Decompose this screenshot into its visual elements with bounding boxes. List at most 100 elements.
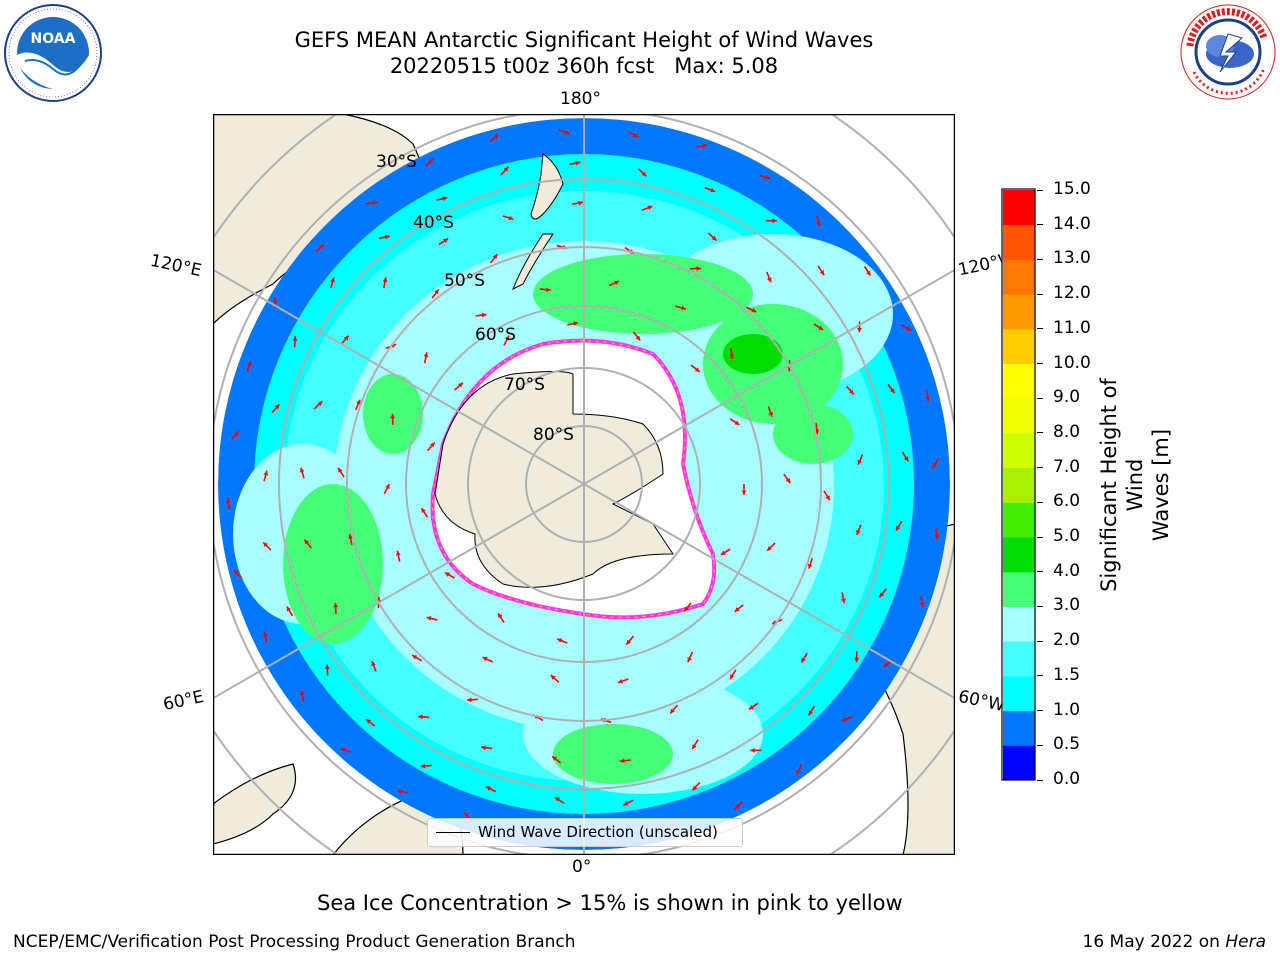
wind-wave-arrowhead xyxy=(741,490,747,495)
wind-wave-arrowhead xyxy=(263,542,268,548)
colorbar-tick-label: 8.0 xyxy=(1053,421,1081,442)
wind-wave-arrowhead xyxy=(750,747,755,753)
wind-wave-arrowhead xyxy=(925,396,931,402)
lon-label-bottom: 0° xyxy=(572,857,592,877)
colorbar-tick-mark xyxy=(1037,571,1043,573)
footer-date: 16 May 2022 on xyxy=(1082,932,1226,952)
wind-wave-arrowhead xyxy=(233,570,239,575)
colorbar-tick-label: 0.5 xyxy=(1053,734,1081,755)
wind-wave-arrowhead xyxy=(879,592,885,598)
wind-wave-arrowhead xyxy=(684,606,689,612)
wind-wave-arrowhead xyxy=(857,327,862,333)
colorbar-tick-mark xyxy=(1037,432,1043,434)
wind-wave-arrowhead xyxy=(552,756,558,761)
wind-wave-arrowhead xyxy=(299,690,305,696)
wind-wave-arrowhead xyxy=(734,420,740,425)
wind-wave-arrowhead xyxy=(919,602,925,608)
wind-wave-arrowhead xyxy=(274,404,280,410)
wind-wave-arrowhead xyxy=(333,602,339,608)
wind-wave-arrowhead xyxy=(856,529,861,535)
legend-label: Wind Wave Direction (unscaled) xyxy=(478,823,718,841)
wind-wave-arrowhead xyxy=(626,639,632,645)
colorbar-segment xyxy=(1003,537,1035,573)
footer-left: NCEP/EMC/Verification Post Processing Pr… xyxy=(13,932,576,952)
wind-wave-arrowhead xyxy=(866,270,871,276)
lat-label-80s: 80°S xyxy=(533,425,574,445)
colorbar-tick-mark xyxy=(1037,501,1043,503)
nws-logo xyxy=(1180,4,1276,100)
wind-wave-arrowhead xyxy=(434,289,439,295)
wind-wave-arrowhead xyxy=(397,789,402,794)
colorbar-tick-label: 0.0 xyxy=(1053,769,1081,789)
wind-wave-arrowhead xyxy=(903,456,909,462)
lat-label-40s: 40°S xyxy=(413,213,454,233)
wind-wave-arrowhead xyxy=(564,129,570,135)
colorbar-tick-mark xyxy=(1037,293,1043,295)
footer-machine: Hera xyxy=(1225,932,1266,952)
colorbar-tick-label: 9.0 xyxy=(1053,387,1081,408)
wind-wave-arrowhead xyxy=(445,572,451,577)
wind-wave-arrowhead xyxy=(767,545,772,551)
wind-wave-arrowhead xyxy=(807,563,813,569)
wind-wave-arrowhead xyxy=(372,200,378,206)
wind-wave-arrowhead xyxy=(421,508,426,514)
wind-wave-arrowhead xyxy=(785,478,791,483)
colorbar-tick-label: 14.0 xyxy=(1053,213,1091,234)
chart-title: GEFS MEAN Antarctic Significant Height o… xyxy=(294,28,874,52)
wind-wave-arrowhead xyxy=(384,234,390,240)
wind-wave-arrowhead xyxy=(467,697,472,703)
colorbar-tick-label: 7.0 xyxy=(1053,456,1081,477)
colorbar-tick-label: 4.0 xyxy=(1053,560,1081,581)
wind-wave-arrowhead xyxy=(641,171,647,177)
colorbar-tick-label: 13.0 xyxy=(1053,248,1091,269)
wind-wave-arrowhead xyxy=(635,335,641,341)
colorbar-segment xyxy=(1003,467,1035,503)
wind-wave-arrowhead xyxy=(710,187,716,193)
wind-wave-arrowhead xyxy=(430,442,435,448)
lat-label-30s: 30°S xyxy=(376,152,417,172)
wind-wave-arrowhead xyxy=(614,280,620,286)
wind-wave-arrowhead xyxy=(729,354,735,359)
wind-wave-arrowhead xyxy=(343,335,349,341)
wind-wave-arrowhead xyxy=(338,467,343,473)
colorbar-tick-mark xyxy=(1037,189,1043,191)
lon-label-60e: 60°E xyxy=(161,686,206,716)
wind-wave-arrowhead xyxy=(493,134,499,139)
wind-wave-arrowhead xyxy=(498,613,503,619)
wind-wave-arrowhead xyxy=(426,616,432,621)
colorbar-tick-mark xyxy=(1037,397,1043,399)
wind-wave-arrowhead xyxy=(292,336,298,341)
noaa-logo: NOAA xyxy=(4,4,102,102)
wind-wave-arrowhead xyxy=(272,297,278,302)
wind-wave-arrowhead xyxy=(647,205,653,211)
wind-wave-arrowhead xyxy=(262,631,268,637)
colorbar-tick-mark xyxy=(1037,328,1043,330)
wind-wave-arrowhead xyxy=(575,160,581,166)
wind-wave-arrowhead xyxy=(796,769,801,775)
wind-wave-arrowhead xyxy=(504,335,510,341)
wind-wave-arrowhead xyxy=(356,399,361,405)
colorbar-segment xyxy=(1003,606,1035,642)
wind-wave-arrowhead xyxy=(464,812,470,818)
wind-wave-arrowhead xyxy=(263,470,269,476)
colorbar-tick-mark xyxy=(1037,536,1043,538)
colorbar-segment xyxy=(1003,641,1035,677)
wind-wave-arrowhead xyxy=(508,215,514,221)
wind-wave-arrowhead xyxy=(801,657,806,663)
lon-label-top: 180° xyxy=(560,89,601,109)
colorbar-tick-label: 6.0 xyxy=(1053,491,1081,512)
wind-wave-arrowhead xyxy=(696,266,701,271)
colorbar-tick-mark xyxy=(1037,605,1043,607)
sea-ice-caption: Sea Ice Concentration > 15% is shown in … xyxy=(317,891,903,915)
colorbar-tick-mark xyxy=(1037,224,1043,226)
colorbar-tick-label: 3.0 xyxy=(1053,595,1081,616)
colorbar-segment xyxy=(1003,224,1035,260)
colorbar-tick-mark xyxy=(1037,258,1043,260)
wind-wave-arrowhead xyxy=(825,495,830,501)
new-zealand-land xyxy=(512,153,564,291)
colorbar-segment xyxy=(1003,190,1035,226)
colorbar-tick-mark xyxy=(1037,675,1043,677)
wind-wave-arrowhead xyxy=(687,657,692,663)
wave-patches-4-5m xyxy=(723,334,783,374)
colorbar-segment xyxy=(1003,259,1035,295)
